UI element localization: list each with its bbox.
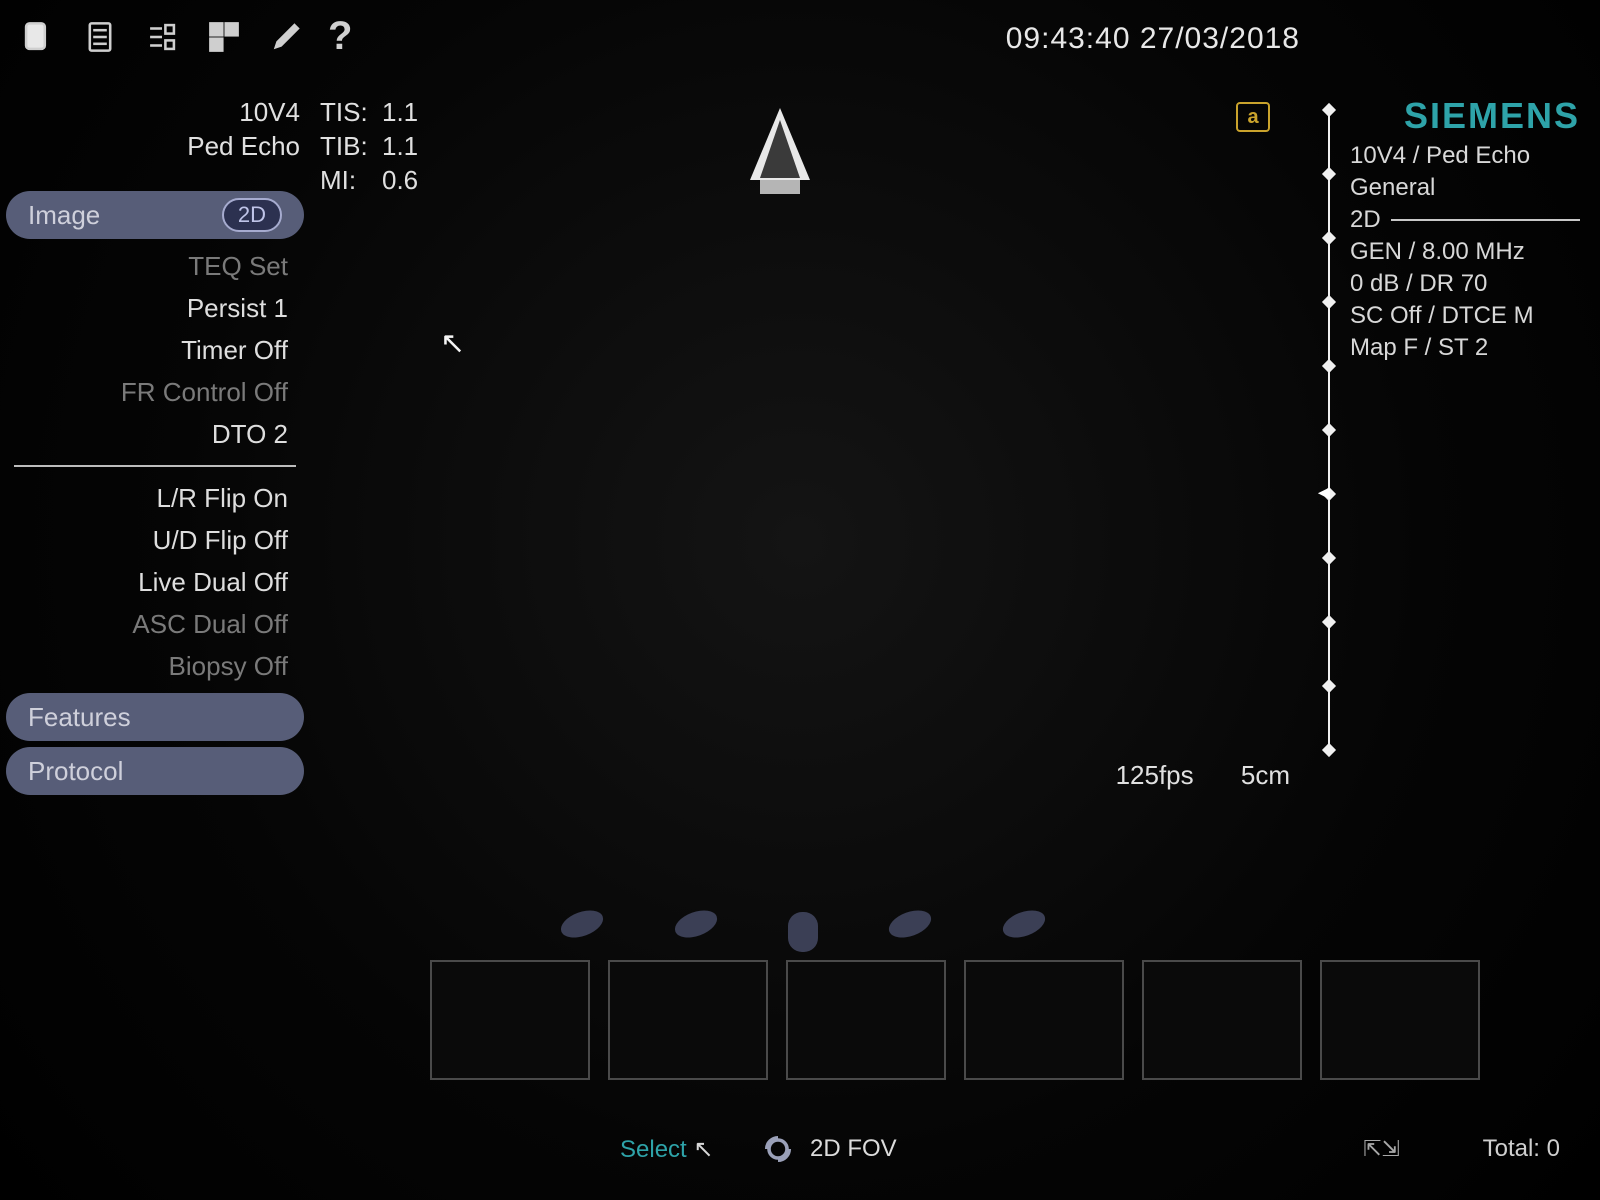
right-param-3: SC Off / DTCE M xyxy=(1350,300,1580,332)
datetime: 09:43:40 27/03/2018 xyxy=(1006,22,1300,56)
ruler-tick xyxy=(1322,615,1336,629)
acoustic-indices: TIS: 1.1 TIB: 1.1 MI: 0.6 xyxy=(320,95,432,197)
menu-tab-features-label: Features xyxy=(28,702,131,733)
probe-name: 10V4 xyxy=(60,95,300,129)
menu-item[interactable]: DTO 2 xyxy=(0,413,288,455)
ruler-tick xyxy=(1322,359,1336,373)
tib-value: 1.1 xyxy=(382,129,432,163)
right-param-1: GEN / 8.00 MHz xyxy=(1350,236,1580,268)
menu-divider xyxy=(14,465,296,467)
thumbnail-slot[interactable] xyxy=(1320,960,1480,1080)
footer-bar: Select ↖ 2D FOV ⇱⇲ Total: 0 xyxy=(0,1124,1600,1174)
report-icon[interactable] xyxy=(142,17,182,57)
menu-item[interactable]: U/D Flip Off xyxy=(0,519,288,561)
right-mode: 2D xyxy=(1350,204,1381,236)
knob-icon[interactable] xyxy=(999,905,1049,943)
mi-label: MI: xyxy=(320,163,372,197)
right-probe-preset: 10V4 / Ped Echo xyxy=(1350,140,1580,172)
thumbnail-slot[interactable] xyxy=(1142,960,1302,1080)
cursor-icon: ↖ xyxy=(693,1136,713,1163)
tib-label: TIB: xyxy=(320,129,372,163)
menu-tab-image-label: Image xyxy=(28,200,100,231)
menu-item[interactable]: Timer Off xyxy=(0,329,288,371)
menu-item[interactable]: Persist 1 xyxy=(0,287,288,329)
image-readout: 125fps 5cm xyxy=(1116,760,1330,791)
ruler-tick xyxy=(1322,295,1336,309)
menu-item[interactable]: Live Dual Off xyxy=(0,561,288,603)
ruler-tick xyxy=(1322,679,1336,693)
select-text: Select xyxy=(620,1136,687,1163)
scan-apex-icon xyxy=(720,100,840,220)
right-param-4: Map F / ST 2 xyxy=(1350,332,1580,364)
brand-logo: SIEMENS xyxy=(1404,95,1580,137)
probe-info: 10V4 Ped Echo xyxy=(60,95,300,163)
zoom-icon[interactable]: ⇱⇲ xyxy=(1363,1136,1400,1162)
focus-marker-icon[interactable]: ◄ xyxy=(1314,482,1334,505)
tis-label: TIS: xyxy=(320,95,372,129)
knob-icon[interactable] xyxy=(557,905,607,943)
softkey-knobs xyxy=(560,912,1046,952)
right-param-2: 0 dB / DR 70 xyxy=(1350,268,1580,300)
ruler-tick xyxy=(1322,551,1336,565)
ruler-tick xyxy=(1322,231,1336,245)
top-toolbar: ? xyxy=(18,14,352,59)
ruler-tick xyxy=(1322,423,1336,437)
fov-label: 2D FOV xyxy=(810,1135,897,1163)
menu-tab-protocol[interactable]: Protocol xyxy=(6,747,304,795)
ruler-tick xyxy=(1322,743,1336,757)
tis-value: 1.1 xyxy=(382,95,432,129)
mouse-cursor-icon: ↖ xyxy=(440,326,465,361)
layout-icon[interactable] xyxy=(204,17,244,57)
left-menu: Image 2D TEQ SetPersist 1Timer OffFR Con… xyxy=(0,185,310,801)
orientation-marker: a xyxy=(1236,102,1270,132)
worklist-icon[interactable] xyxy=(80,17,120,57)
menu-group-1: TEQ SetPersist 1Timer OffFR Control OffD… xyxy=(0,245,310,455)
patient-icon[interactable] xyxy=(18,17,58,57)
probe-preset: Ped Echo xyxy=(60,129,300,163)
select-label[interactable]: Select ↖ xyxy=(620,1135,713,1164)
knob-icon[interactable] xyxy=(788,912,818,952)
menu-tab-protocol-label: Protocol xyxy=(28,756,123,787)
depth-value: 5cm xyxy=(1241,760,1290,790)
menu-item[interactable]: TEQ Set xyxy=(0,245,288,287)
thumbnail-slot[interactable] xyxy=(430,960,590,1080)
mi-value: 0.6 xyxy=(382,163,432,197)
menu-group-2: L/R Flip OnU/D Flip OffLive Dual OffASC … xyxy=(0,477,310,687)
menu-tab-features[interactable]: Features xyxy=(6,693,304,741)
help-icon[interactable]: ? xyxy=(328,14,352,59)
mode-badge-2d: 2D xyxy=(222,198,282,232)
right-application: General xyxy=(1350,172,1580,204)
trackball-icon xyxy=(760,1131,796,1167)
depth-ruler: ◄ xyxy=(1328,110,1330,750)
menu-item[interactable]: FR Control Off xyxy=(0,371,288,413)
fps-value: 125fps xyxy=(1116,760,1194,790)
knob-icon[interactable] xyxy=(671,905,721,943)
tools-icon[interactable] xyxy=(266,17,306,57)
right-info-panel: 10V4 / Ped Echo General 2D GEN / 8.00 MH… xyxy=(1350,140,1580,364)
thumbnail-slot[interactable] xyxy=(608,960,768,1080)
ruler-tick xyxy=(1322,167,1336,181)
total-count: Total: 0 xyxy=(1483,1135,1560,1163)
thumbnail-slot[interactable] xyxy=(786,960,946,1080)
thumbnail-slot[interactable] xyxy=(964,960,1124,1080)
menu-tab-image[interactable]: Image 2D xyxy=(6,191,304,239)
ruler-tick xyxy=(1322,103,1336,117)
knob-icon[interactable] xyxy=(885,905,935,943)
thumbnail-strip xyxy=(430,960,1480,1080)
right-mode-divider xyxy=(1391,219,1580,221)
menu-item[interactable]: Biopsy Off xyxy=(0,645,288,687)
fov-control[interactable]: 2D FOV xyxy=(760,1131,897,1167)
menu-item[interactable]: ASC Dual Off xyxy=(0,603,288,645)
menu-item[interactable]: L/R Flip On xyxy=(0,477,288,519)
